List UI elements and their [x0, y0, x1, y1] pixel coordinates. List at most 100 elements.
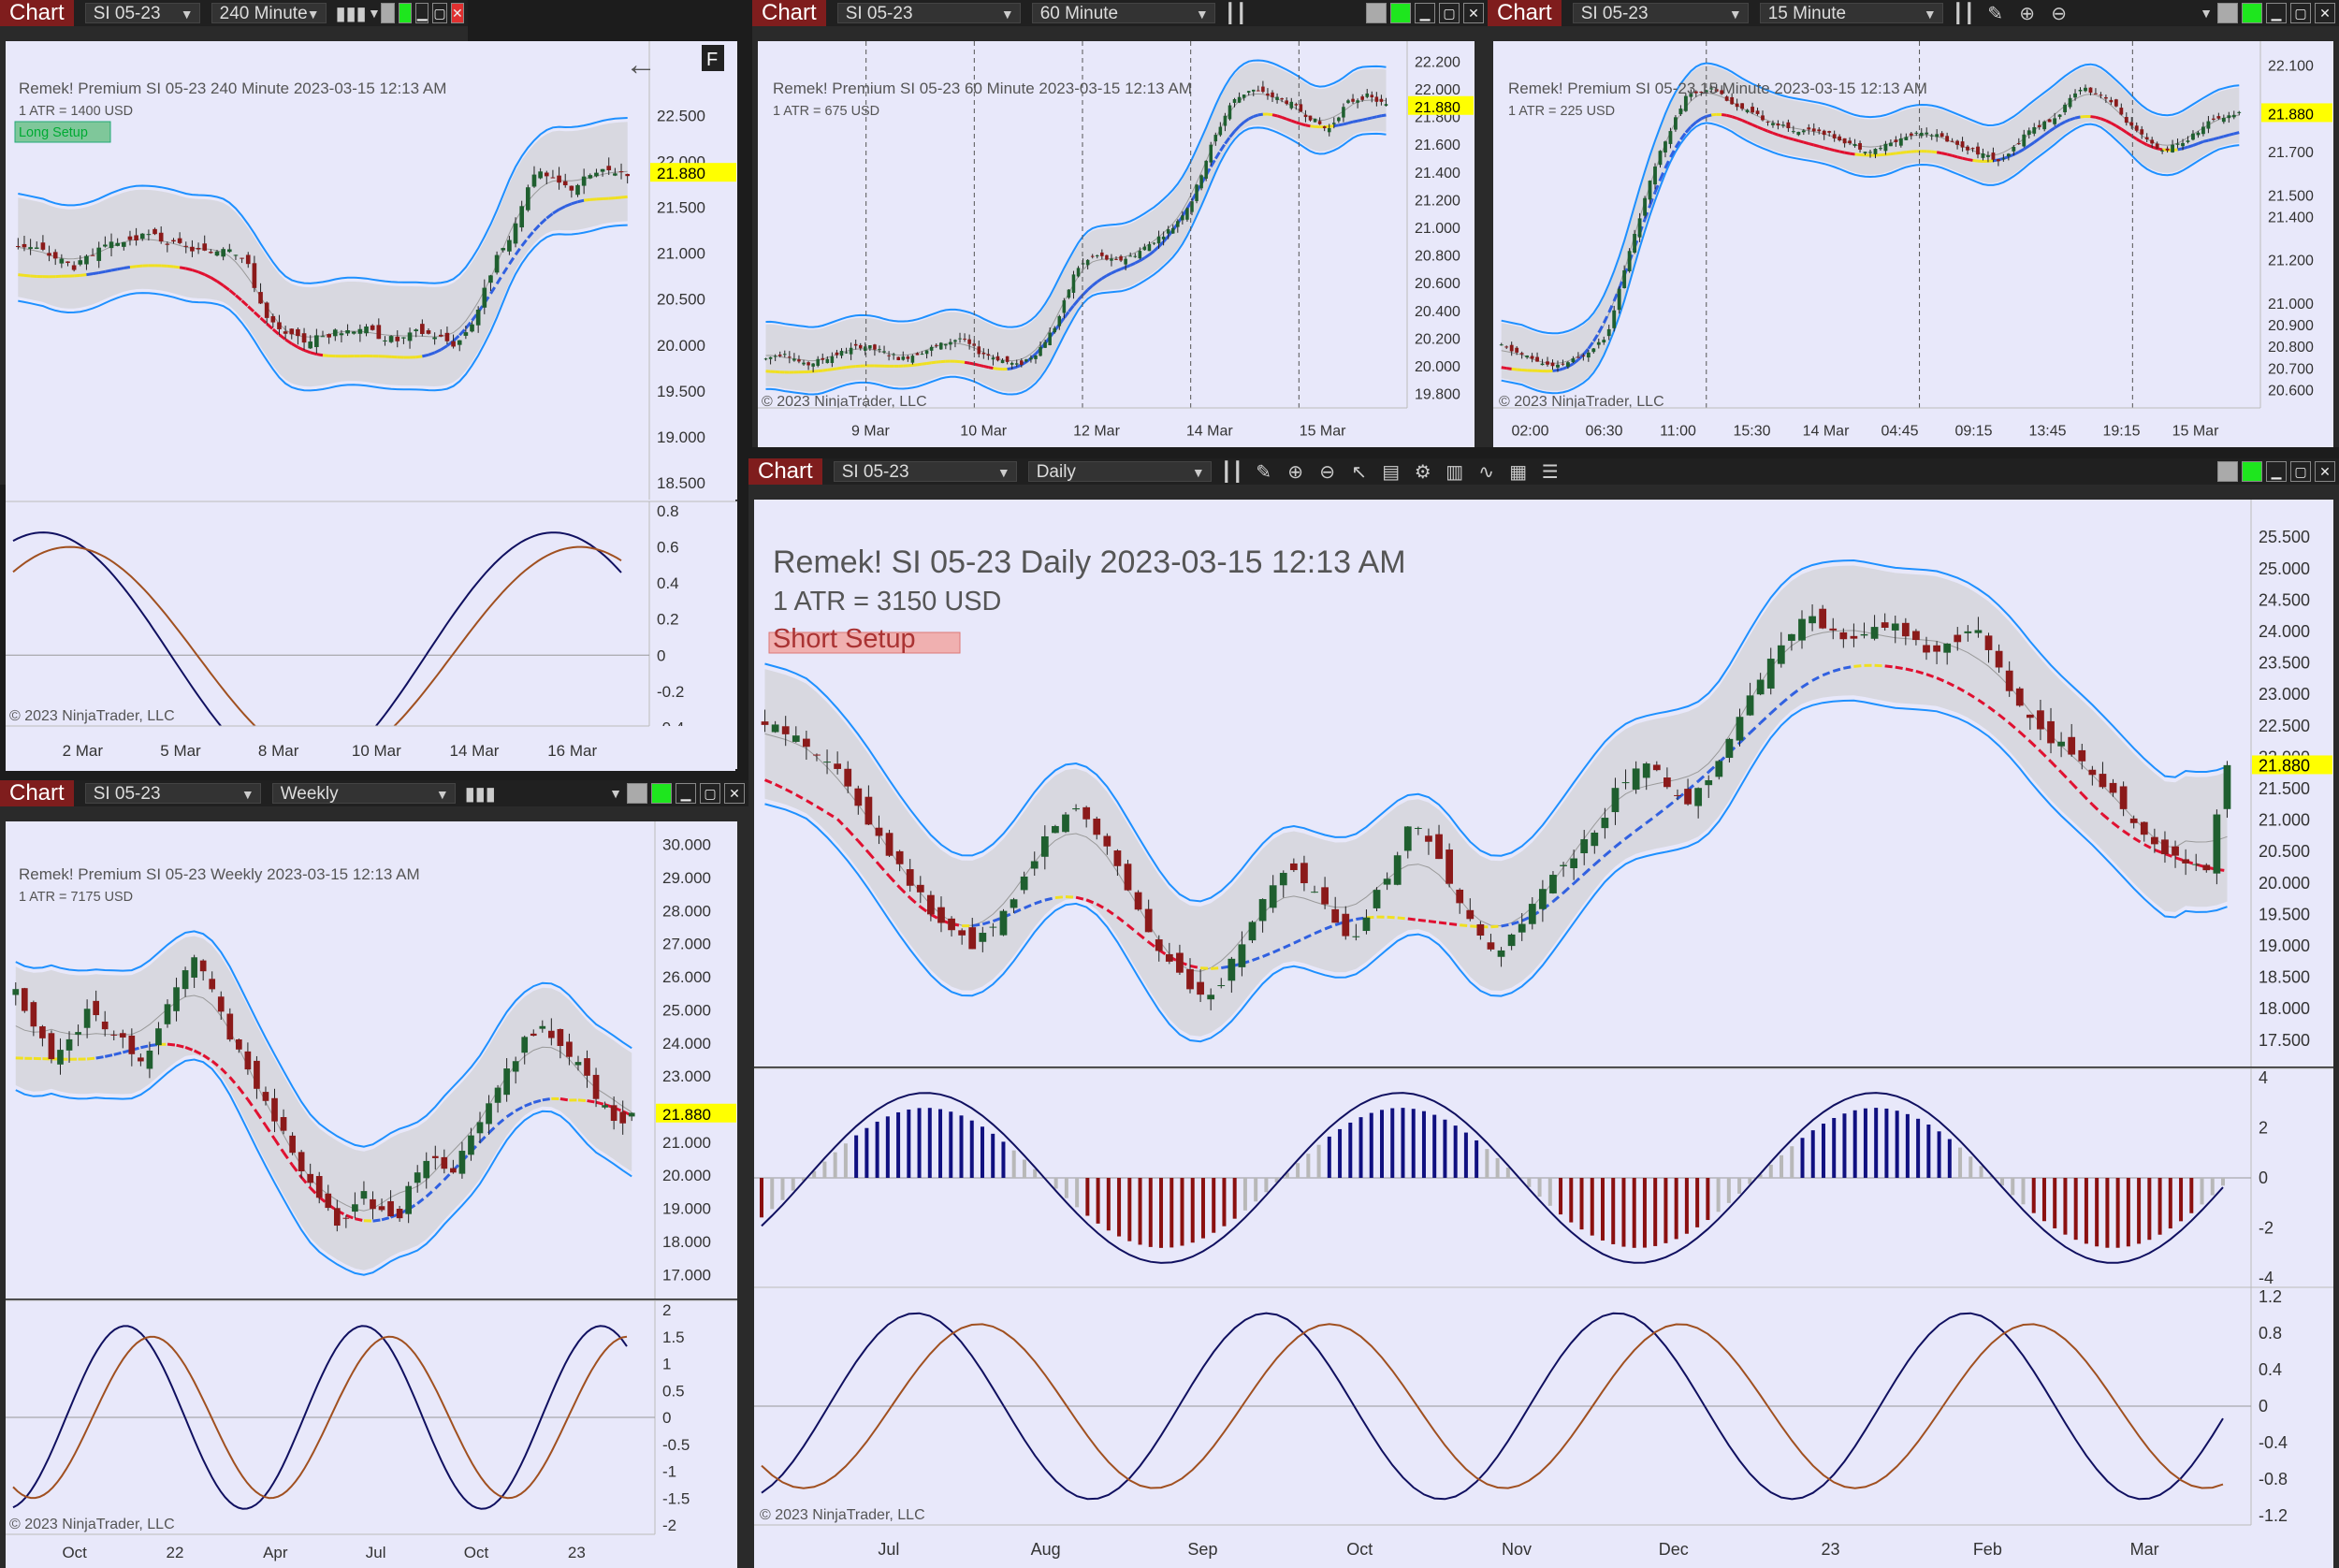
chart-menu-button[interactable]: Chart	[752, 0, 826, 26]
instrument-selector[interactable]: SI 05-23 ▼	[84, 3, 200, 23]
maximize-button[interactable]: ▢	[700, 783, 720, 804]
candle-body	[1725, 738, 1734, 759]
trend-line	[1604, 845, 1617, 857]
instrument-selector[interactable]: SI 05-23 ▼	[84, 783, 261, 804]
drawing-tool-icon[interactable]: ✎	[1987, 3, 2004, 24]
maximize-button[interactable]: ▢	[2290, 461, 2311, 482]
chart-canvas-240min[interactable]: 22.50022.00021.50021.00020.50020.00019.5…	[6, 41, 737, 769]
close-icon[interactable]: ✕	[2315, 3, 2335, 23]
candle-body	[1144, 908, 1153, 933]
histogram-bar	[1380, 1110, 1385, 1178]
oscillator-pane-background	[6, 501, 737, 769]
zoom-out-icon[interactable]: ⊖	[2051, 3, 2068, 24]
chevron-down-icon[interactable]: ▼	[368, 6, 381, 21]
list-icon[interactable]: ☰	[1541, 461, 1559, 483]
upper-band-line	[765, 59, 1387, 328]
interval-selector[interactable]: 60 Minute ▼	[1031, 3, 1215, 23]
interval-selector[interactable]: Weekly ▼	[271, 783, 456, 804]
trend-line	[1357, 118, 1363, 123]
candle-body	[1788, 633, 1795, 641]
strategies-icon[interactable]: ∿	[1478, 461, 1495, 483]
properties-icon[interactable]: ⚙	[1414, 461, 1431, 483]
trend-line	[489, 283, 499, 295]
instrument-selector[interactable]: SI 05-23 ▼	[1572, 3, 1749, 23]
templates-icon[interactable]: ▦	[1509, 461, 1528, 483]
minimize-button[interactable]: ▁	[676, 783, 696, 804]
link-green-button[interactable]	[2242, 3, 2262, 23]
minimize-button[interactable]: ▁	[2266, 3, 2287, 23]
chart-canvas-daily[interactable]: 25.500 25.000 24.500 24.000 23.500 23.000 22.5…	[754, 500, 2333, 1568]
chart-title: Remek! SI 05-23 Daily 2023-03-15 12:13 A…	[773, 544, 1406, 580]
trend-line	[273, 1138, 285, 1154]
chart-menu-button[interactable]: Chart	[0, 780, 74, 806]
candle-body	[1053, 327, 1056, 333]
trend-line	[1772, 131, 1779, 137]
link-gray-button[interactable]	[1366, 3, 1387, 23]
candle-body	[1103, 835, 1111, 847]
maximize-button[interactable]: ▢	[432, 3, 447, 23]
back-arrow-icon[interactable]: ←	[625, 47, 657, 82]
chart-menu-button[interactable]: Chart	[0, 0, 74, 26]
minimize-button[interactable]: ▁	[1415, 3, 1435, 23]
zoom-in-icon[interactable]: ⊕	[1287, 461, 1304, 483]
pointer-icon[interactable]: ↖	[1351, 461, 1368, 483]
drawing-tool-icon[interactable]: ✎	[1256, 461, 1272, 483]
link-gray-button[interactable]	[627, 783, 647, 804]
chart-canvas-60min[interactable]: 22.20022.00021.80021.60021.40021.20021.0…	[758, 41, 1475, 447]
indicators-icon[interactable]: ▥	[1446, 461, 1464, 483]
last-price-value: 21.880	[2259, 756, 2310, 775]
instrument-selector[interactable]: SI 05-23 ▼	[836, 3, 1021, 23]
instrument-selector[interactable]: SI 05-23 ▼	[833, 461, 1017, 482]
candle-body	[944, 343, 948, 346]
data-box-icon[interactable]: ▤	[1382, 461, 1401, 483]
trend-line	[309, 1186, 321, 1198]
chart-menu-button[interactable]: Chart	[1488, 0, 1562, 26]
candle-body	[763, 358, 768, 360]
link-gray-button[interactable]	[381, 3, 395, 23]
bar-type-icon[interactable]: ▮▮▮	[335, 3, 367, 24]
price-tick-label: 21.000	[662, 1134, 711, 1152]
minimize-button[interactable]: ▁	[2266, 461, 2287, 482]
bar-type-icon[interactable]: ┃┃	[1220, 461, 1243, 483]
zoom-in-icon[interactable]: ⊕	[2019, 3, 2036, 24]
link-gray-button[interactable]	[2217, 3, 2238, 23]
histogram-bar	[1463, 1132, 1468, 1178]
close-icon[interactable]: ✕	[1463, 3, 1484, 23]
minimize-button[interactable]: ▁	[415, 3, 429, 23]
link-green-button[interactable]	[651, 783, 672, 804]
chart-canvas-weekly[interactable]: 30.000 29.000 28.000 27.000 26.000 25.000 24.0…	[6, 821, 737, 1568]
link-gray-button[interactable]	[2217, 461, 2238, 482]
chart-canvas-15min[interactable]: 22.10021.90021.70021.50021.40021.20021.0…	[1493, 41, 2333, 447]
candle-body	[307, 1173, 314, 1183]
oscillator-fast-line	[12, 531, 622, 769]
maximize-button[interactable]: ▢	[2290, 3, 2311, 23]
interval-selector[interactable]: 15 Minute ▼	[1759, 3, 1943, 23]
candle-body	[613, 173, 617, 176]
maximize-button[interactable]: ▢	[1439, 3, 1460, 23]
chart-menu-button[interactable]: Chart	[748, 458, 822, 485]
close-icon[interactable]: ✕	[724, 783, 745, 804]
histogram-bar	[1232, 1178, 1237, 1219]
bar-type-icon[interactable]: ┃┃	[1952, 3, 1975, 24]
link-green-button[interactable]	[2242, 461, 2262, 482]
interval-selector[interactable]: Daily ▼	[1027, 461, 1212, 482]
candle-body	[1694, 788, 1703, 806]
trend-line	[440, 344, 448, 352]
trend-line	[1946, 681, 1958, 690]
bar-type-icon[interactable]: ┃┃	[1224, 3, 1247, 24]
bar-type-icon[interactable]: ▮▮▮	[464, 783, 496, 805]
interval-selector[interactable]: 240 Minute ▼	[211, 3, 327, 23]
trend-line	[930, 913, 942, 922]
chevron-down-icon[interactable]: ▼	[609, 786, 622, 801]
chevron-down-icon[interactable]: ▼	[2200, 6, 2213, 21]
trend-line	[1470, 924, 1481, 929]
zoom-out-icon[interactable]: ⊖	[1319, 461, 1336, 483]
link-green-button[interactable]	[398, 3, 413, 23]
trend-line	[1659, 167, 1667, 181]
candle-body	[28, 247, 33, 250]
link-green-button[interactable]	[1390, 3, 1411, 23]
flatten-icon[interactable]: F	[706, 50, 718, 70]
close-icon[interactable]: ✕	[2315, 461, 2335, 482]
trend-line	[129, 265, 137, 269]
close-icon[interactable]: ✕	[450, 3, 464, 23]
